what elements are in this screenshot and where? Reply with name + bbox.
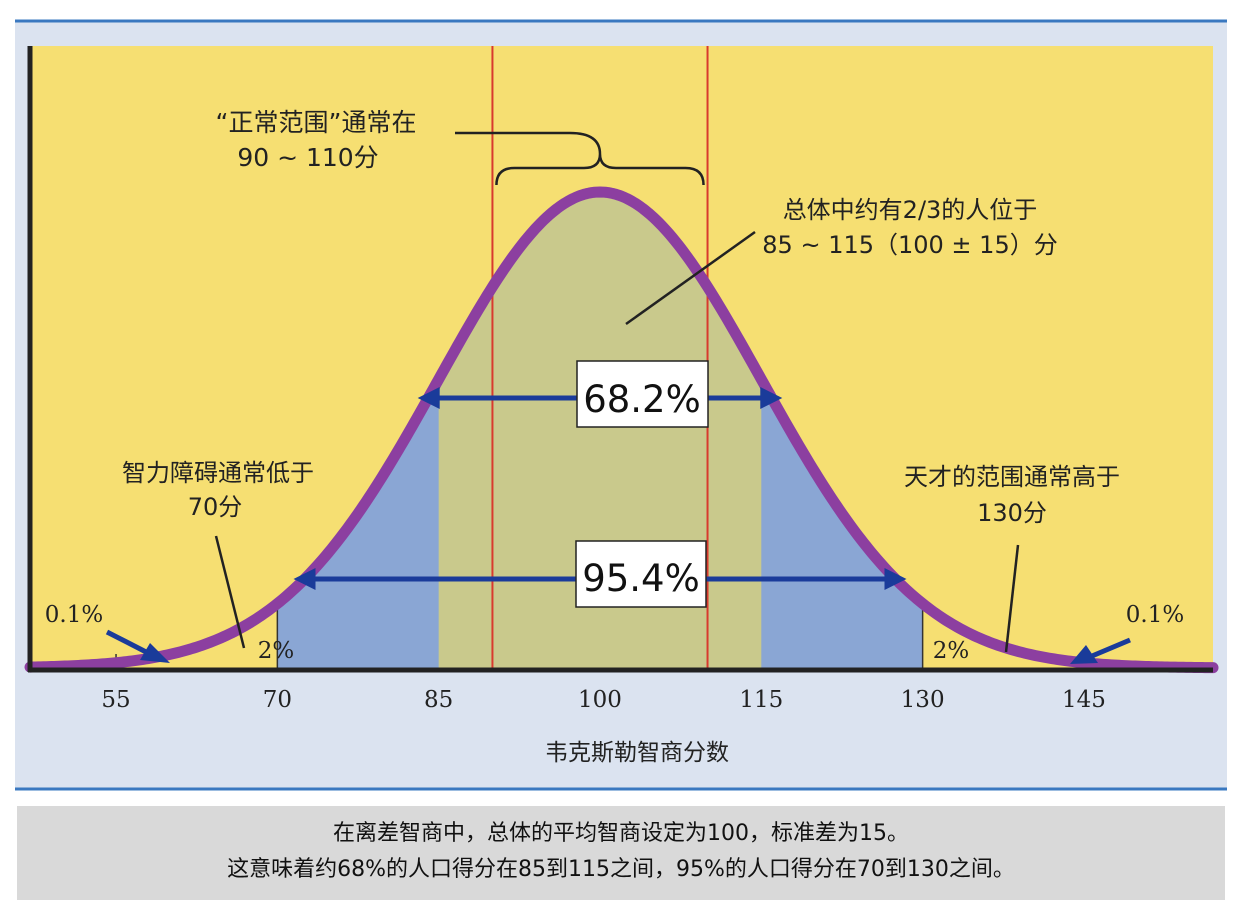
genius-label-line1: 天才的范围通常高于 — [904, 463, 1120, 491]
disability-label-line1: 智力障碍通常低于 — [122, 459, 314, 487]
bell-curve — [24, 186, 1219, 674]
right-01pct-label: 0.1% — [1126, 602, 1184, 628]
normal-range-lines — [491, 46, 709, 668]
left-2pct-label: 2% — [258, 638, 295, 664]
normal-range-label-line2: 90 ~ 110分 — [237, 143, 378, 172]
genius-label-line2: 130分 — [977, 499, 1047, 527]
caption-line-2: 这意味着约68%的人口得分在85到115之间，95%的人口得分在70到130之间… — [227, 857, 1015, 882]
genius-pointer — [1004, 544, 1020, 653]
x-tick-label-100: 100 — [578, 687, 622, 713]
x-tick-label-130: 130 — [901, 687, 945, 713]
disability-pointer — [214, 535, 246, 649]
percent-box-95 — [575, 540, 707, 608]
left-01pct-label: 0.1% — [45, 602, 103, 628]
normal-range-brace — [455, 131, 705, 186]
left-01pct-arrow — [105, 629, 170, 663]
right-2pct-label: 2% — [933, 638, 970, 664]
x-tick-labels: 55 70 85 100 115 130 145 — [101, 687, 1106, 713]
two-thirds-label-line2: 85 ~ 115（100 ± 15）分 — [762, 231, 1057, 259]
x-tick-label-115: 115 — [739, 687, 783, 713]
figure-caption: 在离差智商中，总体的平均智商设定为100，标准差为15。 这意味着约68%的人口… — [17, 806, 1225, 900]
x-tick-label-85: 85 — [424, 687, 453, 713]
right-01pct-arrow — [1070, 637, 1131, 664]
x-tick-label-70: 70 — [263, 687, 292, 713]
normal-range-label-line1: “正常范围”通常在 — [216, 108, 417, 137]
caption-line-1: 在离差智商中，总体的平均智商设定为100，标准差为15。 — [333, 821, 909, 846]
disability-label-line2: 70分 — [188, 493, 243, 521]
percent-label-95: 95.4% — [582, 557, 700, 600]
two-thirds-label-line1: 总体中约有2/3的人位于 — [783, 196, 1038, 224]
x-axis-label: 韦克斯勒智商分数 — [545, 740, 729, 766]
two-thirds-pointer — [625, 230, 756, 326]
x-tick-label-145: 145 — [1062, 687, 1106, 713]
percent-box-68 — [576, 360, 709, 428]
percent-label-68: 68.2% — [583, 378, 701, 421]
x-tick-label-55: 55 — [101, 687, 130, 713]
